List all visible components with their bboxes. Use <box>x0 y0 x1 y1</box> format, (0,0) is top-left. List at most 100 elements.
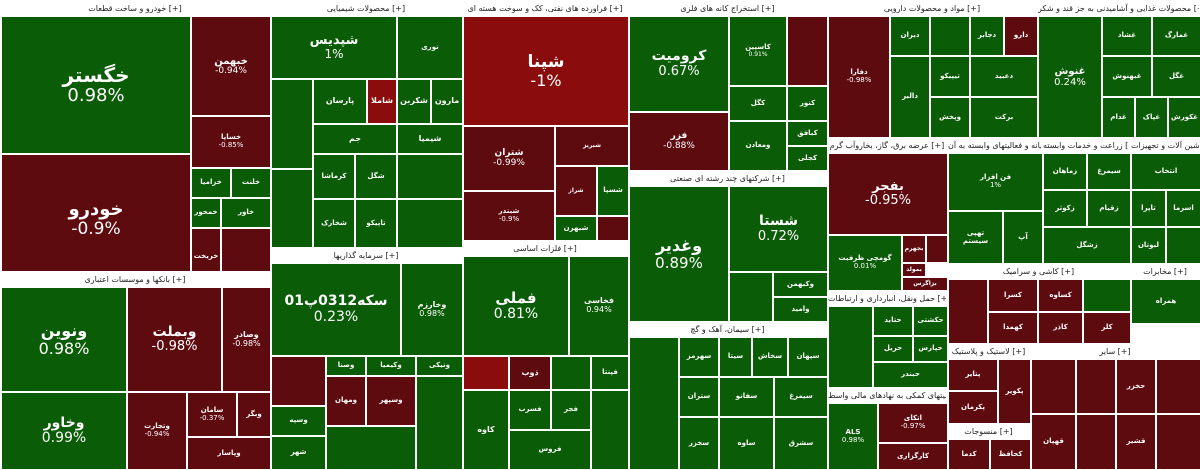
tile[interactable]: غدام <box>1102 97 1135 138</box>
tile[interactable]: زشگل <box>1043 227 1131 264</box>
tile[interactable]: اتکای -0.97% <box>878 403 948 443</box>
tile[interactable]: تیپیکو <box>930 56 970 97</box>
tile[interactable]: کدما <box>948 439 990 470</box>
tile[interactable]: خلنت <box>231 168 271 198</box>
sector-title[interactable]: مخابرات [+] <box>1131 264 1199 280</box>
sector-title[interactable]: لاستیک و پلاستیک [+] <box>948 344 1029 360</box>
tile[interactable]: نوری <box>397 16 463 79</box>
sector-title[interactable]: رایانه و فعالیتهای وابسته به آن [+] <box>948 138 1041 154</box>
tile[interactable]: وخاور 0.99% <box>1 392 127 470</box>
tile[interactable]: کاذر <box>1038 312 1083 344</box>
tile[interactable]: سخزر <box>679 417 719 470</box>
tile[interactable]: سهرمز <box>679 337 719 377</box>
sector-title[interactable]: استخراج کانه های فلزی [+] <box>629 1 826 17</box>
tile[interactable]: شکربن <box>397 79 431 124</box>
tile[interactable]: شبندر -0.9% <box>463 191 555 241</box>
tile[interactable]: کنور <box>787 86 828 121</box>
tile[interactable]: کساوه <box>1038 279 1083 312</box>
tile[interactable]: وغدیر 0.89% <box>629 186 729 322</box>
tile[interactable]: زکوثر <box>1043 190 1087 227</box>
sector-title[interactable]: سرمایه گذاریها [+] <box>271 248 461 264</box>
tile[interactable]: سامان -0.37% <box>187 392 237 437</box>
tile[interactable]: حخزر <box>1116 359 1156 414</box>
sector-trade[interactable]: زراعت و خدمات وابسته [+] زماهان سیمرغ زک… <box>1042 137 1131 264</box>
tile[interactable]: قشیر <box>1116 414 1156 470</box>
tile[interactable]: شبهرن <box>555 216 597 241</box>
tile[interactable]: بمولد <box>902 263 926 277</box>
tile[interactable]: زماهان <box>1043 153 1087 190</box>
tile[interactable]: کلر <box>1083 312 1131 344</box>
sector-title[interactable]: کاشی و سرامیک [+] <box>948 264 1129 280</box>
tile[interactable]: ومهان <box>326 376 366 426</box>
tile[interactable]: سیمرغ <box>1087 153 1131 190</box>
tile[interactable] <box>1031 359 1076 414</box>
tile[interactable]: غکورش <box>1168 97 1200 138</box>
tile[interactable]: شخارک <box>313 199 355 248</box>
tile[interactable]: مارون <box>431 79 463 124</box>
tile[interactable]: شسپا <box>597 166 629 216</box>
tile[interactable] <box>1083 279 1131 312</box>
sector-plastic[interactable]: لاستیک و پلاستیک [+] پتایر پکویر پکرمان <box>947 343 1031 424</box>
tile[interactable]: خمحور <box>191 198 221 228</box>
tile[interactable]: پکرمان <box>948 391 998 424</box>
tile[interactable]: شیمیا <box>397 124 463 154</box>
tile[interactable]: سیمرغ <box>774 377 828 417</box>
tile[interactable]: دالبر <box>890 56 930 138</box>
sector-it[interactable]: رایانه و فعالیتهای وابسته به آن [+] فن ا… <box>947 137 1043 264</box>
tile[interactable] <box>463 356 509 390</box>
tile[interactable]: زقیام <box>1087 190 1131 227</box>
tile[interactable] <box>948 279 988 344</box>
sector-title[interactable]: مواد و محصولات دارویی [+] <box>828 1 1036 17</box>
tile[interactable]: کاوه <box>463 390 509 470</box>
tile[interactable]: وخارزم 0.98% <box>401 263 463 356</box>
tile[interactable]: دجابر <box>970 16 1004 56</box>
tile[interactable]: سفانو <box>719 377 774 417</box>
tile[interactable] <box>397 154 463 199</box>
tile[interactable]: کاسپین 0.91% <box>729 16 787 86</box>
sector-title[interactable]: زراعت و خدمات وابسته [+] <box>1043 138 1129 154</box>
sector-title[interactable]: ماشین آلات و تجهیزات [+] <box>1131 138 1199 154</box>
tile[interactable] <box>787 16 828 86</box>
tile[interactable]: وپخش <box>930 97 970 138</box>
tile[interactable] <box>1076 414 1116 470</box>
tile[interactable]: خبهمن -0.94% <box>191 16 271 116</box>
tile[interactable]: وکیمیا <box>366 356 416 376</box>
tile[interactable]: دارو <box>1004 16 1038 56</box>
tile[interactable]: شگل <box>355 154 397 199</box>
tile[interactable] <box>1076 359 1116 414</box>
tile[interactable]: بزاگرس <box>902 277 948 291</box>
tile[interactable]: گومچی ظرفیت 0.01% <box>828 235 902 291</box>
tile[interactable]: پارسان <box>313 79 367 124</box>
tile[interactable]: خزامیا <box>191 168 231 198</box>
sector-title[interactable]: محصولات غذایی و آشامیدنی به جز قند و شکر… <box>1038 1 1199 17</box>
tile[interactable] <box>271 356 326 406</box>
tile[interactable]: ساوه <box>719 417 774 470</box>
tile[interactable]: سپهان <box>788 337 828 377</box>
tile[interactable]: حکشتی <box>913 306 948 336</box>
tile[interactable]: ومعادن <box>729 121 787 171</box>
tile[interactable]: کهمدا <box>988 312 1038 344</box>
tile[interactable]: حتاید <box>873 306 913 336</box>
tile[interactable]: شستا 0.72% <box>729 186 828 272</box>
sector-title[interactable]: سایر [+] <box>1031 344 1199 360</box>
tile[interactable]: فملی 0.81% <box>463 256 569 356</box>
tile[interactable]: سخاش <box>752 337 788 377</box>
tile[interactable]: شبریز <box>555 126 629 166</box>
tile[interactable]: فجر <box>551 390 591 430</box>
tile[interactable]: قهپان <box>1031 414 1076 470</box>
tile[interactable]: حریل <box>873 336 913 362</box>
tile[interactable]: وامید <box>773 297 828 322</box>
tile[interactable]: کگل <box>729 86 787 121</box>
sector-title[interactable]: حمل ونقل، انبارداری و ارتباطات [+] <box>828 291 946 307</box>
tile[interactable] <box>729 272 773 322</box>
tile[interactable] <box>271 169 313 248</box>
tile[interactable]: ALS 0.98% <box>828 403 878 470</box>
tile[interactable]: وتجارت -0.94% <box>127 392 187 470</box>
sector-title[interactable]: شرکتهای چند رشته ای صنعتی [+] <box>629 171 826 187</box>
tile[interactable]: شراز <box>555 166 597 216</box>
sector-title[interactable]: بانکها و موسسات اعتباری [+] <box>1 272 269 288</box>
tile[interactable]: کجلی <box>787 146 828 171</box>
sector-title[interactable]: فعالیتهای کمکی به نهادهای مالی واسط [+] <box>828 388 946 404</box>
sector-transport[interactable]: حمل ونقل، انبارداری و ارتباطات [+] حتاید… <box>827 290 948 388</box>
tile[interactable]: سشرق <box>774 417 828 470</box>
